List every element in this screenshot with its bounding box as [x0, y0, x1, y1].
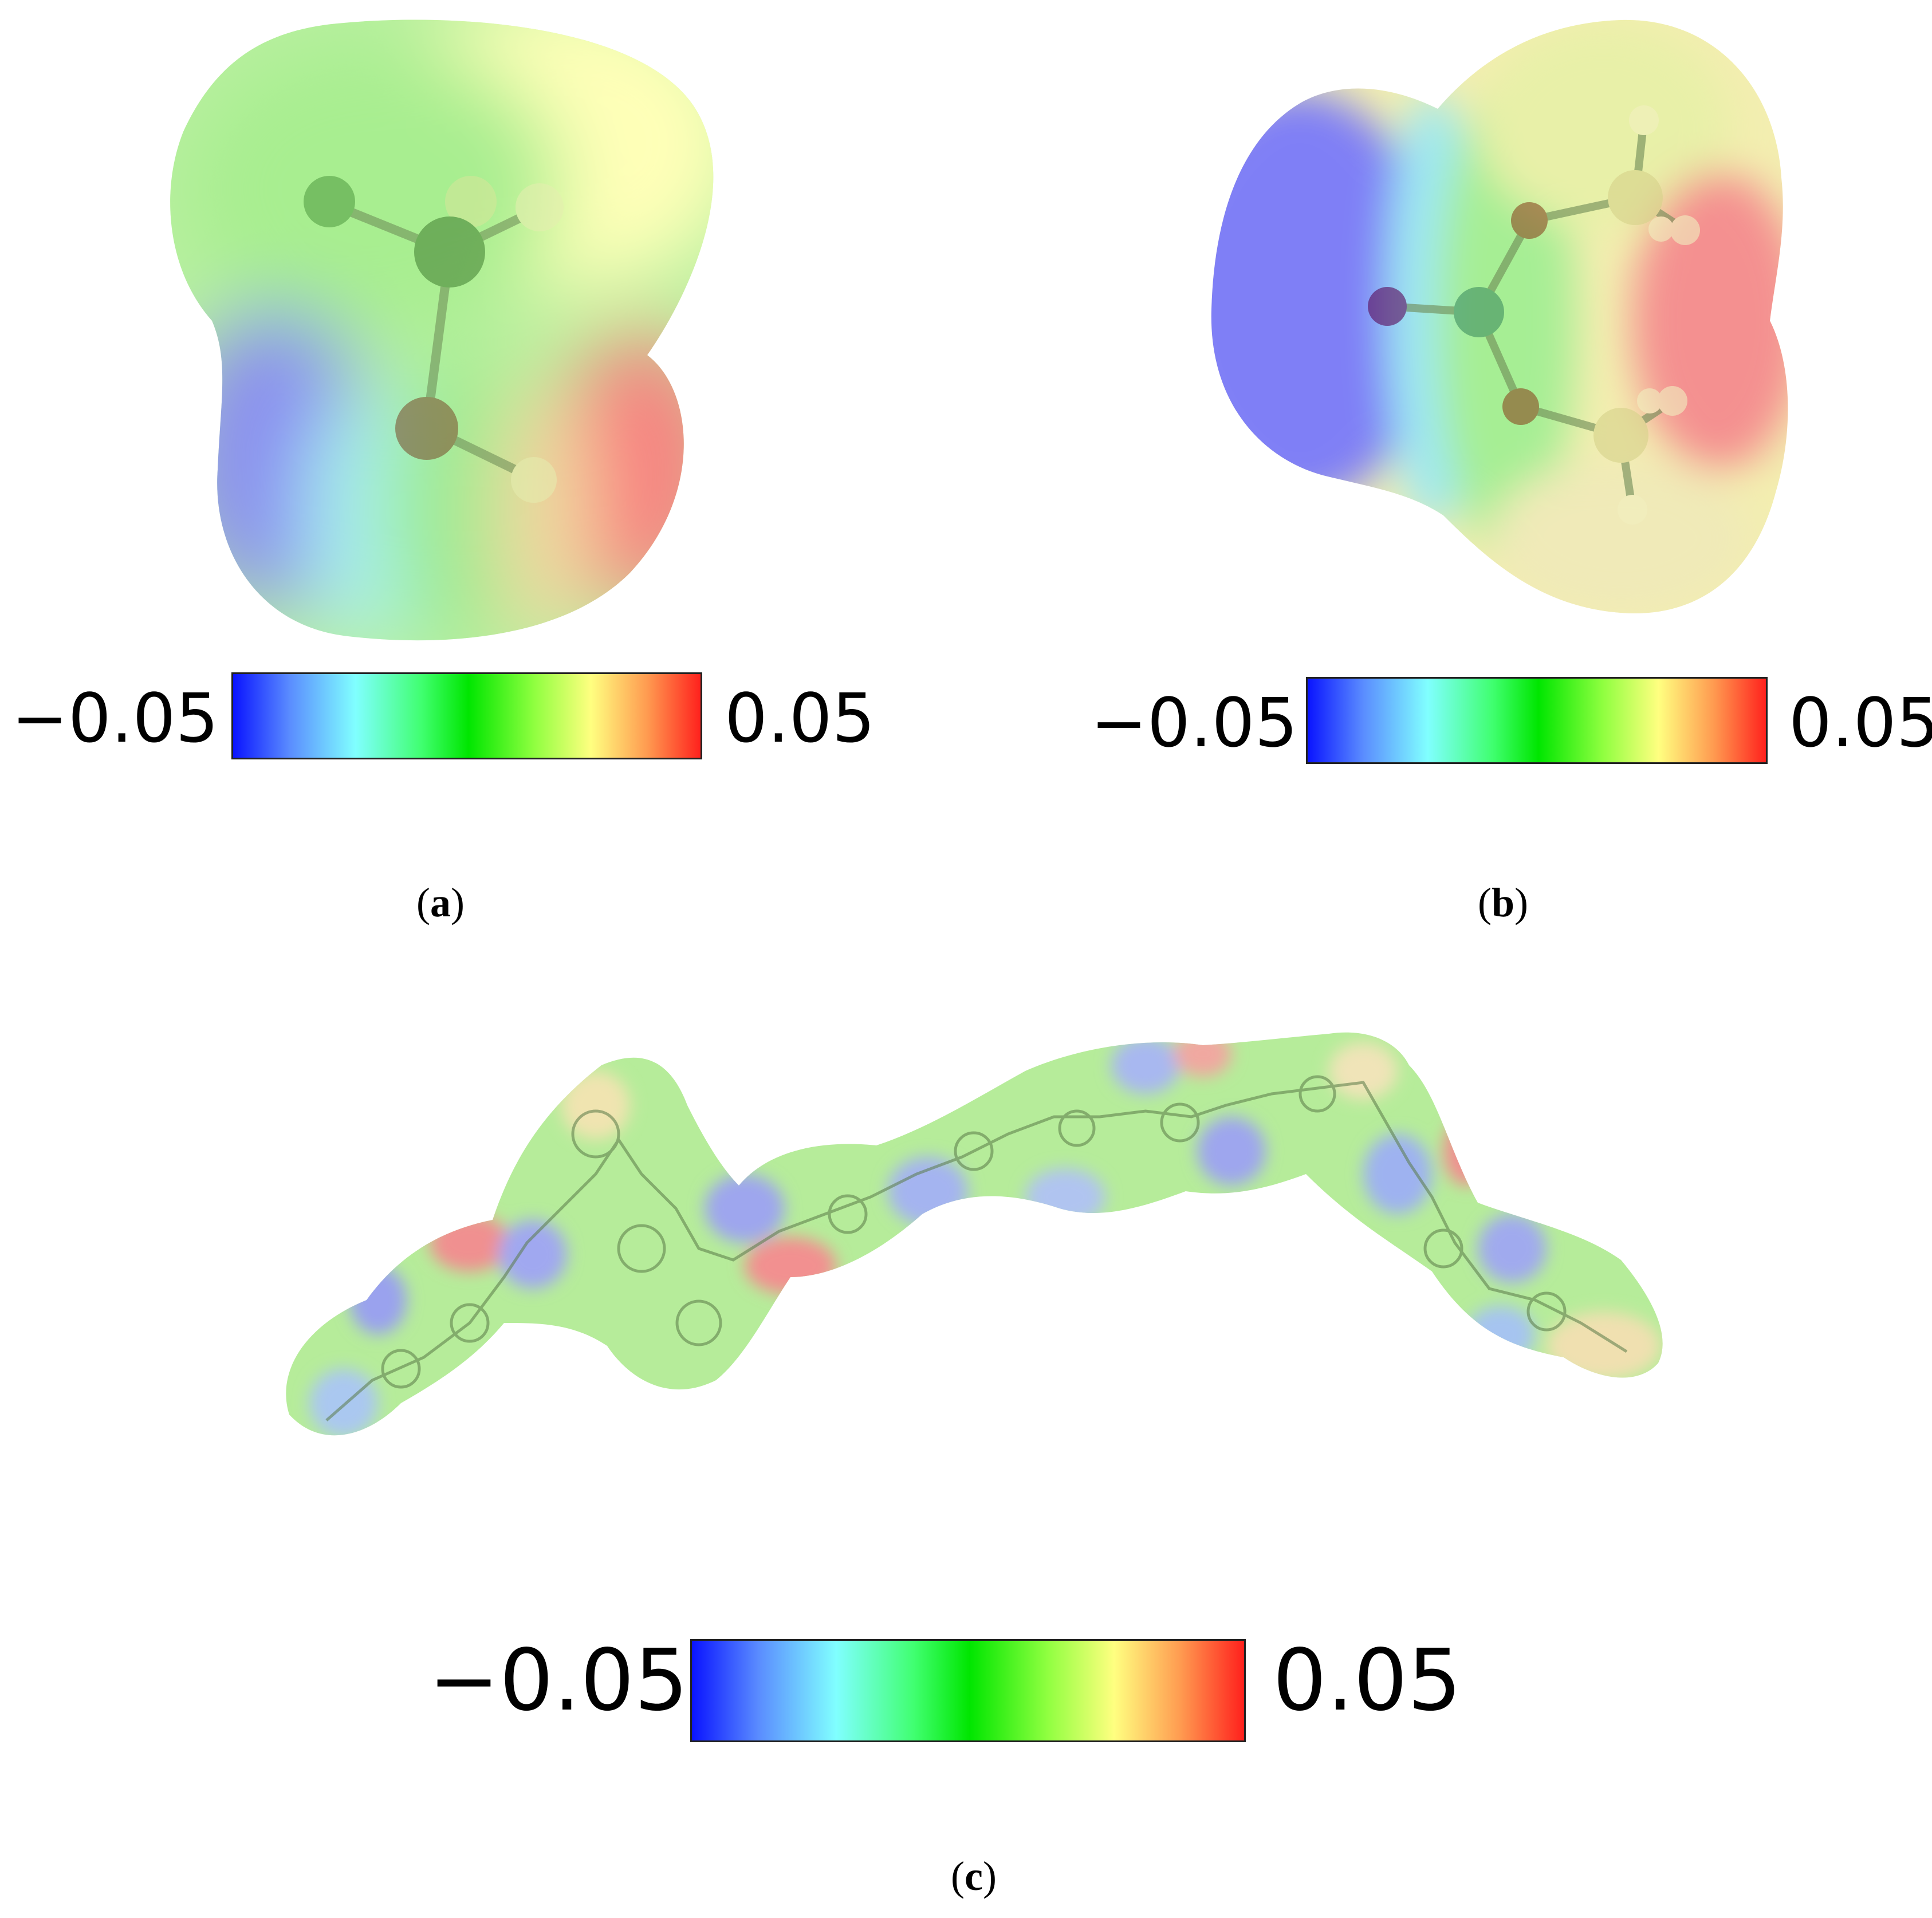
esp-surface-c — [286, 1032, 1663, 1436]
colorbar-min-label: −0.05 — [1091, 683, 1298, 762]
panel-a: −0.05 0.05 (a) — [0, 0, 945, 945]
panel-a-caption: (a) — [416, 880, 465, 925]
colorbar-max-label: 0.05 — [1273, 1631, 1462, 1730]
colorbar-gradient — [231, 672, 702, 759]
esp-surface-a — [170, 19, 714, 641]
colorbar-min-label: −0.05 — [11, 679, 219, 758]
colorbar-max-label: 0.05 — [725, 679, 875, 758]
esp-surface-b — [1211, 19, 1788, 613]
ball-and-stick-c — [325, 1075, 1628, 1421]
colorbar-gradient — [1306, 677, 1768, 764]
colorbar-max-label: 0.05 — [1789, 683, 1932, 762]
panel-b: −0.05 0.05 (b) — [1071, 0, 1932, 945]
ball-and-stick-a — [304, 176, 564, 503]
panel-c: −0.05 0.05 (c) — [0, 1002, 1932, 1918]
colorbar-min-label: −0.05 — [428, 1631, 688, 1730]
panel-c-caption: (c) — [951, 1853, 997, 1899]
colorbar-gradient — [690, 1639, 1246, 1742]
ball-and-stick-b — [1368, 105, 1700, 525]
panel-b-caption: (b) — [1478, 880, 1529, 925]
